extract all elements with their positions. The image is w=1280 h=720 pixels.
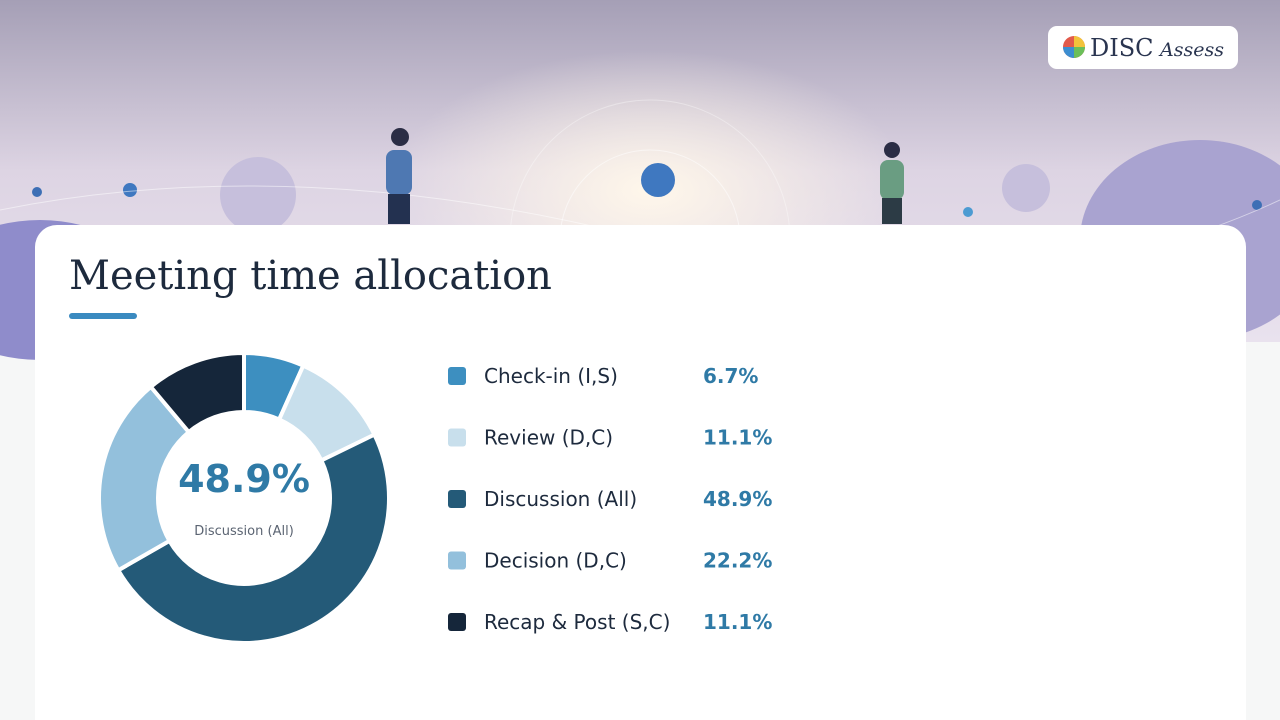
donut-slice [115,431,391,645]
legend-swatch [448,428,466,447]
legend-swatch [448,613,466,631]
legend-value: 11.1% [703,610,772,634]
legend-label: Decision (D,C) [484,549,627,573]
legend-swatch [448,551,466,570]
logo-suffix: Assess [1158,39,1224,61]
center-label: Discussion (All) [194,524,294,539]
legend-swatch [448,367,466,385]
title-underline [69,313,137,319]
legend-swatch [448,490,466,508]
legend-value: 11.1% [703,426,772,450]
legend-label: Review (D,C) [484,426,613,450]
legend-label: Discussion (All) [484,487,637,511]
center-value: 48.9% [178,457,310,501]
logo-name: DISC [1090,34,1154,62]
legend-value: 48.9% [703,487,772,511]
donut-slice [148,350,246,435]
legend-value: 6.7% [703,364,758,388]
legend-value: 22.2% [703,549,772,573]
legend-label: Recap & Post (S,C) [484,610,670,634]
chart-title: Meeting time allocation [69,253,552,299]
legend-label: Check-in (I,S) [484,364,618,388]
logo: DISC Assess [1048,26,1238,69]
donut-slice [97,384,192,573]
chart: 48.9% Discussion (All) Check-in (I,S) 6.7% R… [97,350,772,645]
